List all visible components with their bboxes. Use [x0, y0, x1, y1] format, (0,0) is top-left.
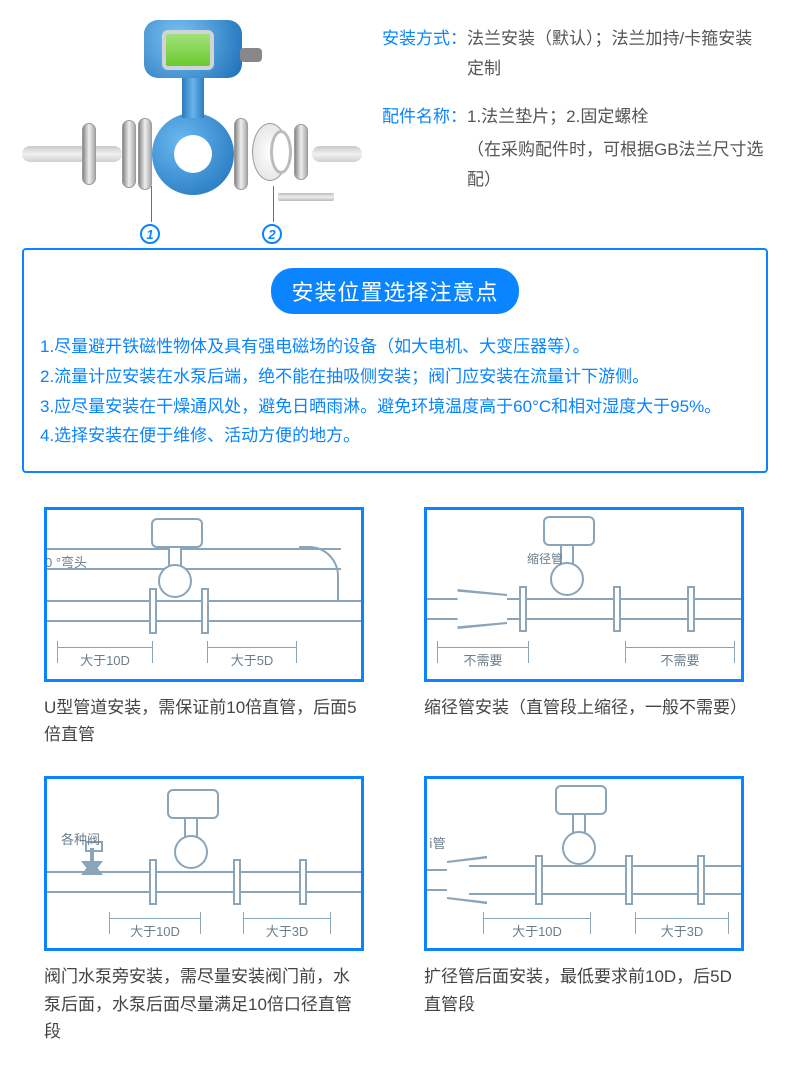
flange — [687, 586, 695, 632]
dimension-upstream: 不需要 — [437, 641, 529, 663]
diagram-expander: ⅰ管 大于10D 大于3D 扩径管后面安装，最低要求前10D，后5D直管段 — [424, 776, 746, 1045]
installation-diagram-grid: 0 °弯头 大于10D 大于5D U型管道安装，需保证前10倍直管，后面5倍直管… — [0, 473, 790, 1075]
flange — [625, 855, 633, 905]
dimension-downstream: 大于5D — [207, 641, 297, 663]
product-spec-section: 1 2 安装方式： 法兰安装（默认）；法兰加持/卡箍安装定制 配件名称： 1.法… — [0, 0, 790, 248]
notice-title-wrap: 安装位置选择注意点 — [40, 268, 750, 314]
flange — [613, 586, 621, 632]
notice-item: 4.选择安装在便于维修、活动方便的地方。 — [40, 421, 750, 451]
diagram-caption: U型管道安装，需保证前10倍直管，后面5倍直管 — [44, 694, 364, 748]
flange — [234, 118, 248, 190]
installation-notice-box: 安装位置选择注意点 1.尽量避开铁磁性物体及具有强电磁场的设备（如大电机、大变压… — [22, 248, 768, 473]
flange — [82, 123, 96, 185]
dimension-upstream: 大于10D — [57, 641, 153, 663]
diagram-box: ⅰ管 大于10D 大于3D — [424, 776, 744, 951]
dimension-downstream: 大于3D — [243, 912, 331, 934]
flowmeter-icon — [555, 785, 603, 865]
flange-gasket-icon — [270, 130, 292, 174]
pipe-right — [312, 146, 362, 162]
spec-value-block: 1.法兰垫片；2.固定螺栓 （在采购配件时，可根据GB法兰尺寸选配） — [467, 102, 768, 195]
spec-label: 配件名称： — [382, 102, 467, 195]
dimension-upstream: 大于10D — [109, 912, 201, 934]
spec-value: 1.法兰垫片；2.固定螺栓 — [467, 102, 768, 132]
diagram-box: 0 °弯头 大于10D 大于5D — [44, 507, 364, 682]
diagram-caption: 缩径管安装（直管段上缩径，一般不需要） — [424, 694, 744, 721]
flange — [233, 859, 241, 905]
spec-value: 法兰安装（默认）；法兰加持/卡箍安装定制 — [467, 24, 768, 84]
dimension-upstream: 大于10D — [483, 912, 591, 934]
notice-item: 1.尽量避开铁磁性物体及具有强电磁场的设备（如大电机、大变压器等）。 — [40, 332, 750, 362]
flowmeter-icon — [167, 789, 215, 869]
flowmeter-icon — [151, 518, 199, 598]
flange — [149, 859, 157, 905]
spec-note: （在采购配件时，可根据GB法兰尺寸选配） — [467, 135, 768, 195]
flange — [201, 588, 209, 634]
valve-icon — [81, 847, 103, 889]
spec-install-method: 安装方式： 法兰安装（默认）；法兰加持/卡箍安装定制 — [382, 24, 768, 84]
notice-title: 安装位置选择注意点 — [271, 268, 518, 314]
dimension-downstream: 大于3D — [635, 912, 729, 934]
notice-list: 1.尽量避开铁磁性物体及具有强电磁场的设备（如大电机、大变压器等）。 2.流量计… — [40, 332, 750, 451]
callout-2: 2 — [262, 224, 282, 244]
diagram-box: 各种阀 大于10D 大于3D — [44, 776, 364, 951]
diagram-caption: 扩径管后面安装，最低要求前10D，后5D直管段 — [424, 963, 744, 1017]
reducer-label: 缩径管 — [527, 550, 563, 567]
valve-label: 各种阀 — [61, 829, 100, 848]
spec-parts: 配件名称： 1.法兰垫片；2.固定螺栓 （在采购配件时，可根据GB法兰尺寸选配） — [382, 102, 768, 195]
flange — [138, 118, 152, 190]
flange — [122, 120, 136, 188]
callout-1: 1 — [140, 224, 160, 244]
flowmeter-body — [152, 113, 234, 195]
dimension-downstream: 不需要 — [625, 641, 735, 663]
diagram-reducer: 缩径管 不需要 不需要 缩径管安装（直管段上缩径，一般不需要） — [424, 507, 746, 748]
diagram-valve-pump: 各种阀 大于10D 大于3D 阀门水泵旁安装，需尽量安装阀门前，水泵后面，水泵后… — [44, 776, 366, 1045]
flange — [294, 124, 308, 180]
diagram-caption: 阀门水泵旁安装，需尽量安装阀门前，水泵后面，水泵后面尽量满足10倍口径直管段 — [44, 963, 364, 1045]
notice-item: 2.流量计应安装在水泵后端，绝不能在抽吸侧安装；阀门应安装在流量计下游侧。 — [40, 362, 750, 392]
diagram-u-bend: 0 °弯头 大于10D 大于5D U型管道安装，需保证前10倍直管，后面5倍直管 — [44, 507, 366, 748]
flange — [519, 586, 527, 632]
cable-gland — [240, 48, 262, 62]
flange — [299, 859, 307, 905]
flowmeter-transmitter — [144, 20, 242, 78]
flange — [697, 855, 705, 905]
reducer-fitting — [458, 589, 507, 629]
elbow-label: 0 °弯头 — [45, 552, 87, 571]
expander-label: ⅰ管 — [429, 833, 446, 852]
product-illustration: 1 2 — [22, 18, 362, 218]
pipe-left — [22, 146, 122, 162]
fixing-bolt-icon — [278, 193, 334, 201]
notice-item: 3.应尽量安装在干燥通风处，避免日晒雨淋。避免环境温度高于60°C和相对湿度大于… — [40, 392, 750, 422]
flange — [535, 855, 543, 905]
spec-list: 安装方式： 法兰安装（默认）；法兰加持/卡箍安装定制 配件名称： 1.法兰垫片；… — [382, 18, 768, 218]
spec-label: 安装方式： — [382, 24, 467, 84]
diagram-box: 缩径管 不需要 不需要 — [424, 507, 744, 682]
